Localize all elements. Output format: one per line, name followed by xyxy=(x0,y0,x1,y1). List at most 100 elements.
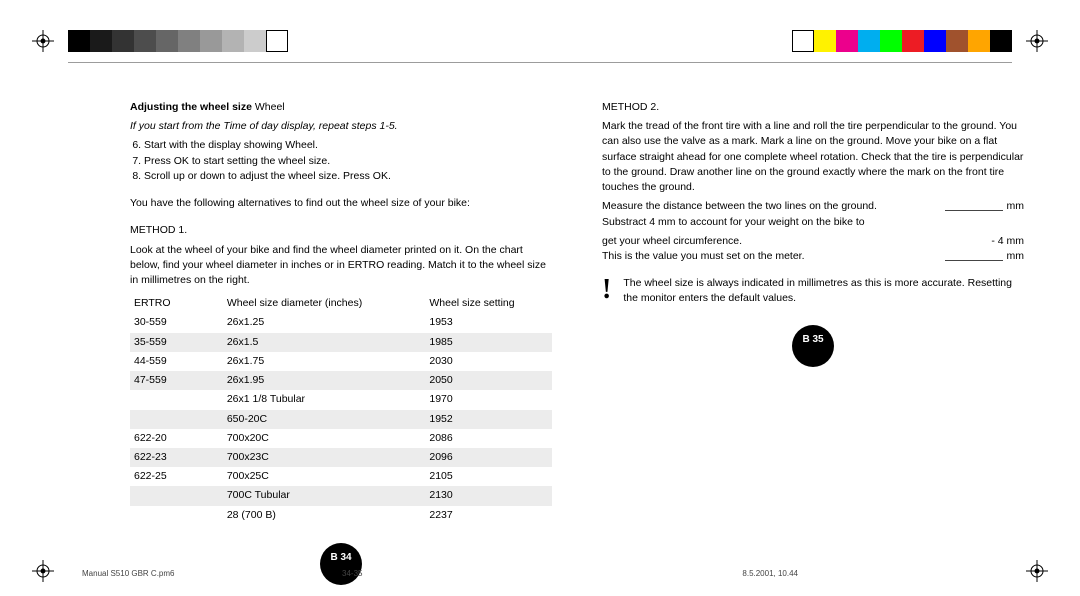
table-header: Wheel size setting xyxy=(425,294,552,313)
table-cell: 26x1 1/8 Tubular xyxy=(223,390,426,409)
left-column: Adjusting the wheel size Wheel If you st… xyxy=(130,100,552,546)
registration-mark-icon xyxy=(1026,30,1048,52)
step-item: Scroll up or down to adjust the wheel si… xyxy=(144,169,552,184)
table-cell: 2086 xyxy=(425,429,552,448)
swatch xyxy=(68,30,90,52)
table-cell: 2130 xyxy=(425,486,552,505)
swatch xyxy=(946,30,968,52)
heading-rest: Wheel xyxy=(255,101,285,113)
alternatives-line: You have the following alternatives to f… xyxy=(130,196,552,211)
table-cell: 26x1.75 xyxy=(223,352,426,371)
unit-mm: mm xyxy=(1007,199,1025,214)
table-cell xyxy=(130,410,223,429)
table-cell xyxy=(130,390,223,409)
registration-mark-icon xyxy=(32,560,54,582)
note-text: The wheel size is always indicated in mi… xyxy=(623,276,1024,306)
table-row: 622-23700x23C2096 xyxy=(130,448,552,467)
footer: Manual S510 GBR C.pm6 34-35 8.5.2001, 10… xyxy=(82,569,998,578)
footer-time: 8.5.2001, 10.44 xyxy=(742,569,798,578)
table-row: 44-55926x1.752030 xyxy=(130,352,552,371)
table-cell: 1985 xyxy=(425,333,552,352)
table-cell: 26x1.5 xyxy=(223,333,426,352)
final-line: This is the value you must set on the me… xyxy=(602,249,941,264)
header-divider xyxy=(68,62,1012,63)
table-row: 28 (700 B)2237 xyxy=(130,506,552,525)
swatch xyxy=(178,30,200,52)
swatch xyxy=(266,30,288,52)
circumference-line: get your wheel circumference. xyxy=(602,234,954,249)
swatch xyxy=(836,30,858,52)
method1-text: Look at the wheel of your bike and find … xyxy=(130,243,552,289)
blank-field xyxy=(945,249,1003,261)
registration-mark-icon xyxy=(32,30,54,52)
table-row: 26x1 1/8 Tubular1970 xyxy=(130,390,552,409)
swatch xyxy=(134,30,156,52)
table-cell: 47-559 xyxy=(130,371,223,390)
table-cell: 2030 xyxy=(425,352,552,371)
swatch xyxy=(924,30,946,52)
swatch xyxy=(792,30,814,52)
table-cell: 26x1.95 xyxy=(223,371,426,390)
page-number-badge: B 35 xyxy=(792,325,834,367)
swatch xyxy=(112,30,134,52)
table-cell: 622-25 xyxy=(130,467,223,486)
step-item: Press OK to start setting the wheel size… xyxy=(144,154,552,169)
table-cell: 1953 xyxy=(425,313,552,332)
table-cell: 700x23C xyxy=(223,448,426,467)
swatch xyxy=(200,30,222,52)
wheel-size-table: ERTROWheel size diameter (inches)Wheel s… xyxy=(130,294,552,525)
swatch xyxy=(244,30,266,52)
minus4: - 4 mm xyxy=(954,234,1024,249)
table-cell: 1952 xyxy=(425,410,552,429)
table-cell: 700C Tubular xyxy=(223,486,426,505)
heading-bold: Adjusting the wheel size xyxy=(130,101,252,113)
table-row: 35-55926x1.51985 xyxy=(130,333,552,352)
swatch xyxy=(156,30,178,52)
table-cell: 650-20C xyxy=(223,410,426,429)
footer-file: Manual S510 GBR C.pm6 xyxy=(82,569,175,578)
table-cell: 700x20C xyxy=(223,429,426,448)
registration-mark-icon xyxy=(1026,560,1048,582)
table-cell: 35-559 xyxy=(130,333,223,352)
table-cell: 2050 xyxy=(425,371,552,390)
swatch xyxy=(814,30,836,52)
table-cell: 28 (700 B) xyxy=(223,506,426,525)
table-cell: 2096 xyxy=(425,448,552,467)
italic-note: If you start from the Time of day displa… xyxy=(130,119,552,134)
steps-list: Start with the display showing Wheel.Pre… xyxy=(130,138,552,184)
table-row: 47-55926x1.952050 xyxy=(130,371,552,390)
measure-line: Measure the distance between the two lin… xyxy=(602,199,941,214)
table-cell xyxy=(130,506,223,525)
table-cell xyxy=(130,486,223,505)
table-row: 650-20C1952 xyxy=(130,410,552,429)
table-cell: 2105 xyxy=(425,467,552,486)
swatch xyxy=(880,30,902,52)
table-cell: 2237 xyxy=(425,506,552,525)
table-cell: 622-20 xyxy=(130,429,223,448)
subtract-line: Substract 4 mm to account for your weigh… xyxy=(602,215,1024,230)
table-cell: 44-559 xyxy=(130,352,223,371)
grayscale-calibration-bar xyxy=(68,30,288,52)
table-row: 30-55926x1.251953 xyxy=(130,313,552,332)
table-cell: 700x25C xyxy=(223,467,426,486)
method2-text: Mark the tread of the front tire with a … xyxy=(602,119,1024,195)
table-cell: 26x1.25 xyxy=(223,313,426,332)
table-cell: 622-23 xyxy=(130,448,223,467)
swatch xyxy=(222,30,244,52)
table-cell: 1970 xyxy=(425,390,552,409)
footer-pages: 34-35 xyxy=(342,569,362,578)
table-row: 622-25700x25C2105 xyxy=(130,467,552,486)
right-column: METHOD 2. Mark the tread of the front ti… xyxy=(602,100,1024,546)
method1-title: METHOD 1. xyxy=(130,223,552,238)
swatch xyxy=(90,30,112,52)
table-cell: 30-559 xyxy=(130,313,223,332)
swatch xyxy=(990,30,1012,52)
table-header: ERTRO xyxy=(130,294,223,313)
blank-field xyxy=(945,199,1003,211)
color-calibration-bar xyxy=(792,30,1012,52)
method2-title: METHOD 2. xyxy=(602,100,1024,115)
table-header: Wheel size diameter (inches) xyxy=(223,294,426,313)
step-item: Start with the display showing Wheel. xyxy=(144,138,552,153)
swatch xyxy=(902,30,924,52)
swatch xyxy=(858,30,880,52)
